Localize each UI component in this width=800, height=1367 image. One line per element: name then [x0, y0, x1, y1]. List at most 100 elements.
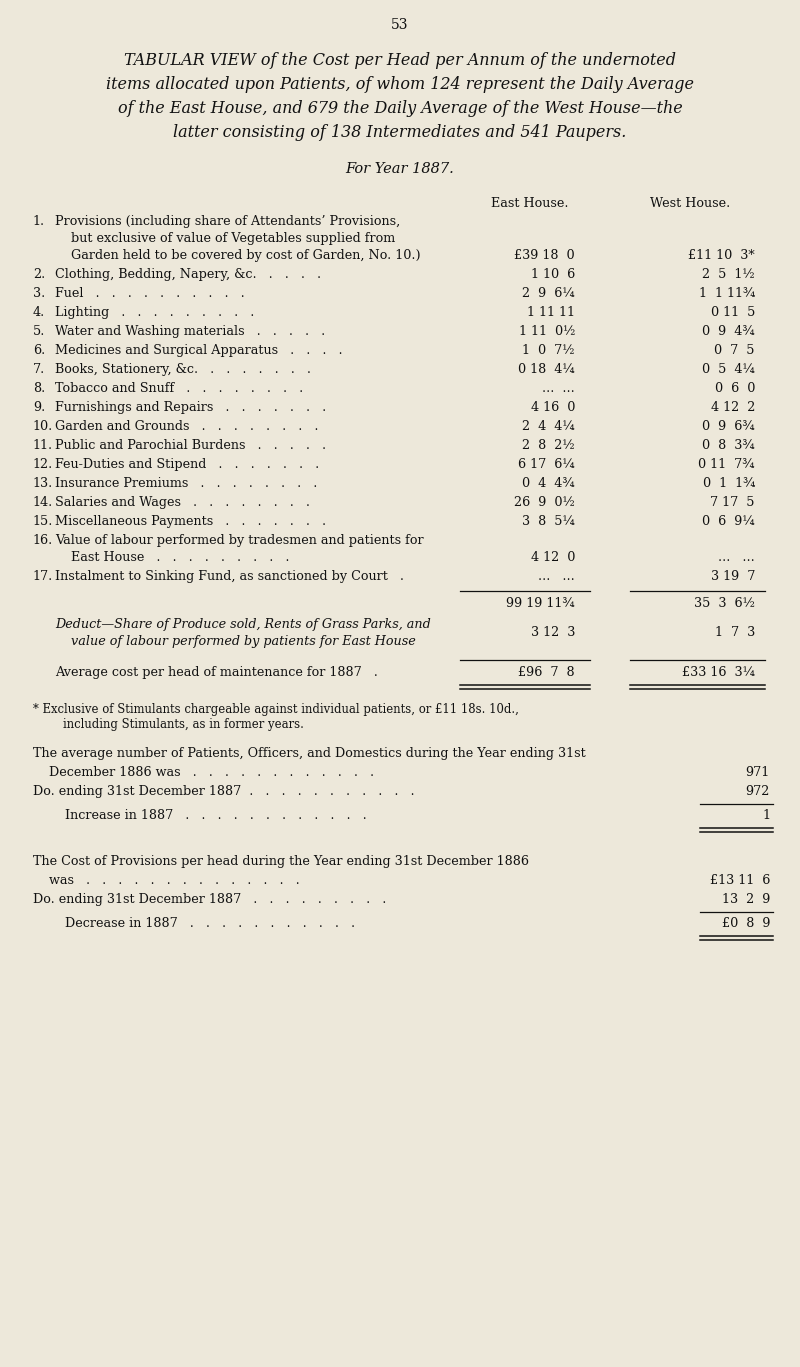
Text: Lighting   .   .   .   .   .   .   .   .   .: Lighting . . . . . . . . .	[55, 306, 254, 319]
Text: 3.: 3.	[33, 287, 46, 299]
Text: 2  5  1½: 2 5 1½	[702, 268, 755, 282]
Text: Decrease in 1887   .   .   .   .   .   .   .   .   .   .   .: Decrease in 1887 . . . . . . . . . . .	[33, 917, 355, 930]
Text: TABULAR VIEW of the Cost per Head per Annum of the undernoted: TABULAR VIEW of the Cost per Head per An…	[124, 52, 676, 68]
Text: 1 11  0½: 1 11 0½	[518, 325, 575, 338]
Text: Clothing, Bedding, Napery, &c.   .   .   .   .: Clothing, Bedding, Napery, &c. . . . .	[55, 268, 321, 282]
Text: 53: 53	[391, 18, 409, 31]
Text: Do. ending 31st December 1887   .   .   .   .   .   .   .   .   .: Do. ending 31st December 1887 . . . . . …	[33, 893, 386, 906]
Text: 0  8  3¾: 0 8 3¾	[702, 439, 755, 452]
Text: 12.: 12.	[33, 458, 54, 472]
Text: The average number of Patients, Officers, and Domestics during the Year ending 3: The average number of Patients, Officers…	[33, 746, 586, 760]
Text: Fuel   .   .   .   .   .   .   .   .   .   .: Fuel . . . . . . . . . .	[55, 287, 245, 299]
Text: ...   ...: ... ...	[718, 551, 755, 565]
Text: 1 11 11: 1 11 11	[527, 306, 575, 319]
Text: 9.: 9.	[33, 401, 46, 414]
Text: 0  6  9¼: 0 6 9¼	[702, 515, 755, 528]
Text: 0  5  4¼: 0 5 4¼	[702, 364, 755, 376]
Text: £33 16  3¼: £33 16 3¼	[682, 666, 755, 679]
Text: December 1886 was   .   .   .   .   .   .   .   .   .   .   .   .: December 1886 was . . . . . . . . . . . …	[33, 766, 374, 779]
Text: 5.: 5.	[33, 325, 46, 338]
Text: 0 11  5: 0 11 5	[710, 306, 755, 319]
Text: 8.: 8.	[33, 381, 46, 395]
Text: Garden held to be covered by cost of Garden, No. 10.): Garden held to be covered by cost of Gar…	[55, 249, 421, 262]
Text: £11 10  3*: £11 10 3*	[688, 249, 755, 262]
Text: including Stimulants, as in former years.: including Stimulants, as in former years…	[33, 718, 304, 731]
Text: Public and Parochial Burdens   .   .   .   .   .: Public and Parochial Burdens . . . . .	[55, 439, 326, 452]
Text: Miscellaneous Payments   .   .   .   .   .   .   .: Miscellaneous Payments . . . . . . .	[55, 515, 326, 528]
Text: Value of labour performed by tradesmen and patients for: Value of labour performed by tradesmen a…	[55, 534, 424, 547]
Text: 4 12  2: 4 12 2	[710, 401, 755, 414]
Text: 1  1 11¾: 1 1 11¾	[698, 287, 755, 299]
Text: 2  9  6¼: 2 9 6¼	[522, 287, 575, 299]
Text: 1 10  6: 1 10 6	[530, 268, 575, 282]
Text: £96  7  8: £96 7 8	[518, 666, 575, 679]
Text: Provisions (including share of Attendants’ Provisions,: Provisions (including share of Attendant…	[55, 215, 400, 228]
Text: Water and Washing materials   .   .   .   .   .: Water and Washing materials . . . . .	[55, 325, 326, 338]
Text: items allocated upon Patients, of whom 124 represent the Daily Average: items allocated upon Patients, of whom 1…	[106, 77, 694, 93]
Text: 4.: 4.	[33, 306, 46, 319]
Text: £0  8  9: £0 8 9	[722, 917, 770, 930]
Text: 15.: 15.	[33, 515, 54, 528]
Text: 0 11  7¾: 0 11 7¾	[698, 458, 755, 472]
Text: Deduct—Share of Produce sold, Rents of Grass Parks, and: Deduct—Share of Produce sold, Rents of G…	[55, 618, 430, 632]
Text: * Exclusive of Stimulants chargeable against individual patients, or £11 18s. 10: * Exclusive of Stimulants chargeable aga…	[33, 703, 519, 716]
Text: 1.: 1.	[33, 215, 45, 228]
Text: 1  7  3: 1 7 3	[714, 626, 755, 638]
Text: 11.: 11.	[33, 439, 53, 452]
Text: 0  9  6¾: 0 9 6¾	[702, 420, 755, 433]
Text: 4 16  0: 4 16 0	[530, 401, 575, 414]
Text: 26  9  0½: 26 9 0½	[514, 496, 575, 509]
Text: ...  ...: ... ...	[542, 381, 575, 395]
Text: £39 18  0: £39 18 0	[514, 249, 575, 262]
Text: Tobacco and Snuff   .   .   .   .   .   .   .   .: Tobacco and Snuff . . . . . . . .	[55, 381, 303, 395]
Text: For Year 1887.: For Year 1887.	[346, 163, 454, 176]
Text: 0  4  4¾: 0 4 4¾	[522, 477, 575, 489]
Text: was   .   .   .   .   .   .   .   .   .   .   .   .   .   .: was . . . . . . . . . . . . . .	[33, 874, 300, 887]
Text: 14.: 14.	[33, 496, 54, 509]
Text: Insurance Premiums   .   .   .   .   .   .   .   .: Insurance Premiums . . . . . . . .	[55, 477, 318, 489]
Text: ...   ...: ... ...	[538, 570, 575, 582]
Text: 3 12  3: 3 12 3	[530, 626, 575, 638]
Text: Medicines and Surgical Apparatus   .   .   .   .: Medicines and Surgical Apparatus . . . .	[55, 344, 342, 357]
Text: Do. ending 31st December 1887  .   .   .   .   .   .   .   .   .   .   .: Do. ending 31st December 1887 . . . . . …	[33, 785, 414, 798]
Text: 6 17  6¼: 6 17 6¼	[518, 458, 575, 472]
Text: Books, Stationery, &c.   .   .   .   .   .   .   .: Books, Stationery, &c. . . . . . . .	[55, 364, 311, 376]
Text: 0  9  4¾: 0 9 4¾	[702, 325, 755, 338]
Text: 4 12  0: 4 12 0	[530, 551, 575, 565]
Text: 1  0  7½: 1 0 7½	[522, 344, 575, 357]
Text: Instalment to Sinking Fund, as sanctioned by Court   .: Instalment to Sinking Fund, as sanctione…	[55, 570, 404, 582]
Text: latter consisting of 138 Intermediates and 541 Paupers.: latter consisting of 138 Intermediates a…	[174, 124, 626, 141]
Text: 2  8  2½: 2 8 2½	[522, 439, 575, 452]
Text: 2.: 2.	[33, 268, 46, 282]
Text: Garden and Grounds   .   .   .   .   .   .   .   .: Garden and Grounds . . . . . . . .	[55, 420, 318, 433]
Text: Salaries and Wages   .   .   .   .   .   .   .   .: Salaries and Wages . . . . . . . .	[55, 496, 310, 509]
Text: 2  4  4¼: 2 4 4¼	[522, 420, 575, 433]
Text: 971: 971	[746, 766, 770, 779]
Text: £13 11  6: £13 11 6	[710, 874, 770, 887]
Text: 7.: 7.	[33, 364, 46, 376]
Text: 0  6  0: 0 6 0	[714, 381, 755, 395]
Text: 10.: 10.	[33, 420, 54, 433]
Text: of the East House, and 679 the Daily Average of the West House—the: of the East House, and 679 the Daily Ave…	[118, 100, 682, 118]
Text: 0  7  5: 0 7 5	[714, 344, 755, 357]
Text: 99 19 11¾: 99 19 11¾	[506, 597, 575, 610]
Text: 7 17  5: 7 17 5	[710, 496, 755, 509]
Text: 972: 972	[746, 785, 770, 798]
Text: 3  8  5¼: 3 8 5¼	[522, 515, 575, 528]
Text: Increase in 1887   .   .   .   .   .   .   .   .   .   .   .   .: Increase in 1887 . . . . . . . . . . . .	[33, 809, 366, 822]
Text: East House   .   .   .   .   .   .   .   .   .: East House . . . . . . . . .	[55, 551, 290, 565]
Text: 1: 1	[762, 809, 770, 822]
Text: 35  3  6½: 35 3 6½	[694, 597, 755, 610]
Text: 13.: 13.	[33, 477, 54, 489]
Text: 17.: 17.	[33, 570, 54, 582]
Text: 13  2  9: 13 2 9	[722, 893, 770, 906]
Text: value of labour performed by patients for East House: value of labour performed by patients fo…	[55, 636, 416, 648]
Text: 6.: 6.	[33, 344, 46, 357]
Text: Average cost per head of maintenance for 1887   .: Average cost per head of maintenance for…	[55, 666, 378, 679]
Text: 0 18  4¼: 0 18 4¼	[518, 364, 575, 376]
Text: but exclusive of value of Vegetables supplied from: but exclusive of value of Vegetables sup…	[55, 232, 395, 245]
Text: Feu-Duties and Stipend   .   .   .   .   .   .   .: Feu-Duties and Stipend . . . . . . .	[55, 458, 319, 472]
Text: West House.: West House.	[650, 197, 730, 211]
Text: East House.: East House.	[491, 197, 569, 211]
Text: 0  1  1¾: 0 1 1¾	[702, 477, 755, 489]
